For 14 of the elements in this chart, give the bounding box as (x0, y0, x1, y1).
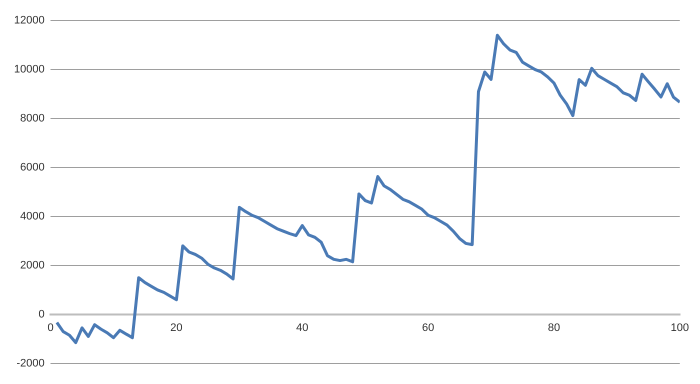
y-tick-label: 12000 (14, 14, 45, 27)
x-tick-label: 0 (48, 322, 54, 334)
y-tick-label: -2000 (16, 357, 45, 370)
y-tick-label: 8000 (20, 112, 45, 125)
x-tick-label: 100 (670, 322, 690, 334)
y-tick-label: 6000 (20, 162, 45, 174)
y-tick-label: 4000 (20, 210, 45, 223)
x-tick-label: 20 (170, 322, 183, 334)
y-tick-label: 10000 (14, 64, 45, 76)
y-tick-label: 2000 (20, 259, 45, 272)
x-tick-label: 60 (422, 322, 434, 334)
x-tick-label: 40 (296, 322, 308, 334)
x-tick-label: 80 (548, 322, 560, 334)
y-tick-label: 0 (38, 308, 45, 320)
